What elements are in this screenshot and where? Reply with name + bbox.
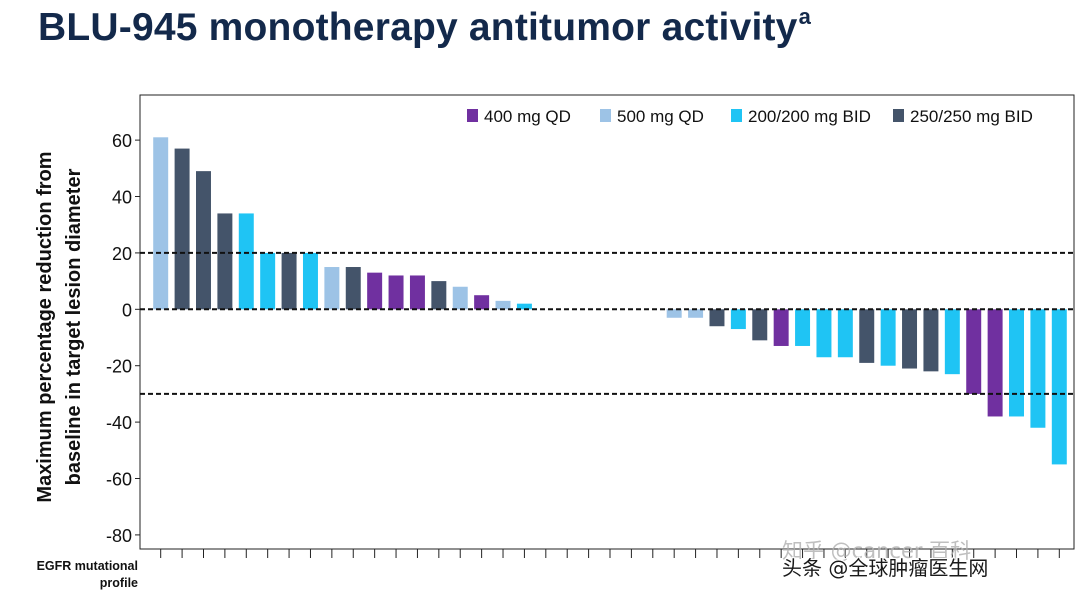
y-tick-label: 40 (112, 188, 132, 208)
page-title: BLU-945 monotherapy antitumor activitya (38, 4, 811, 50)
bar-patient-1 (153, 137, 169, 310)
bar-patient-35 (880, 309, 896, 366)
y-tick-label: -40 (106, 413, 132, 433)
bar-patient-10 (345, 267, 361, 310)
bar-patient-26 (688, 309, 704, 318)
x-axis-category-label: EGFR mutational profile (36, 559, 138, 590)
bar-patient-40 (987, 309, 1003, 417)
legend-400-mg-qd-swatch (467, 109, 478, 122)
legend-200-200-mg-bid-swatch (731, 109, 742, 122)
y-tick-label: -80 (106, 526, 132, 546)
bar-patient-3 (196, 171, 211, 310)
bar-patient-36 (902, 309, 918, 369)
bar-patient-31 (795, 309, 811, 346)
bar-patient-41 (1009, 309, 1024, 417)
legend-500-mg-qd-swatch (600, 109, 611, 122)
bar-patient-11 (367, 272, 383, 310)
bar-patient-13 (409, 275, 425, 310)
bar-patient-37 (923, 309, 939, 372)
bar-patient-28 (730, 309, 746, 330)
bar-patient-4 (217, 213, 233, 310)
legend-500-mg-qd-label: 500 mg QD (617, 107, 704, 126)
bar-patient-29 (752, 309, 768, 341)
bar-patient-15 (452, 286, 468, 310)
bar-patient-42 (1030, 309, 1046, 428)
legend-400-mg-qd-label: 400 mg QD (484, 107, 571, 126)
bar-patient-18 (516, 303, 532, 310)
bar-patient-30 (773, 309, 789, 346)
bar-patient-38 (944, 309, 960, 375)
zhihu-watermark: 知乎 @cancer 百科 (782, 539, 972, 563)
legend-250-250-mg-bid-swatch (893, 109, 904, 122)
bar-patient-34 (859, 309, 875, 363)
toutiao-watermark: 头条 @全球肿瘤医生网 (782, 556, 989, 580)
bar-patient-25 (666, 309, 682, 318)
bar-patient-5 (238, 213, 254, 310)
bar-patient-17 (495, 300, 511, 310)
y-tick-label: -20 (106, 357, 132, 377)
legend-250-250-mg-bid-label: 250/250 mg BID (910, 107, 1033, 126)
title-text: BLU-945 monotherapy antitumor activity (38, 6, 798, 49)
legend-200-200-mg-bid-label: 200/200 mg BID (748, 107, 871, 126)
plot-frame (139, 94, 1075, 550)
bar-patient-39 (966, 309, 982, 394)
bar-patient-6 (260, 252, 276, 310)
bar-patient-27 (709, 309, 725, 327)
y-tick-label: 60 (112, 131, 132, 151)
bar-patient-9 (324, 267, 340, 310)
title-footnote-marker: a (798, 4, 812, 29)
y-axis-label: Maximum percentage reduction from baseli… (34, 151, 85, 503)
bar-patient-43 (1051, 309, 1067, 465)
bar-patient-7 (281, 252, 297, 310)
bar-patient-2 (174, 148, 190, 310)
y-tick-label: -60 (106, 470, 132, 490)
y-tick-label: 20 (112, 244, 132, 264)
bar-patient-12 (388, 275, 404, 310)
y-tick-label: 0 (122, 300, 132, 320)
bar-patient-33 (837, 309, 853, 358)
bar-patient-32 (816, 309, 832, 358)
bar-patient-14 (431, 281, 447, 310)
bar-patient-8 (302, 252, 318, 310)
bar-patient-16 (474, 295, 490, 310)
